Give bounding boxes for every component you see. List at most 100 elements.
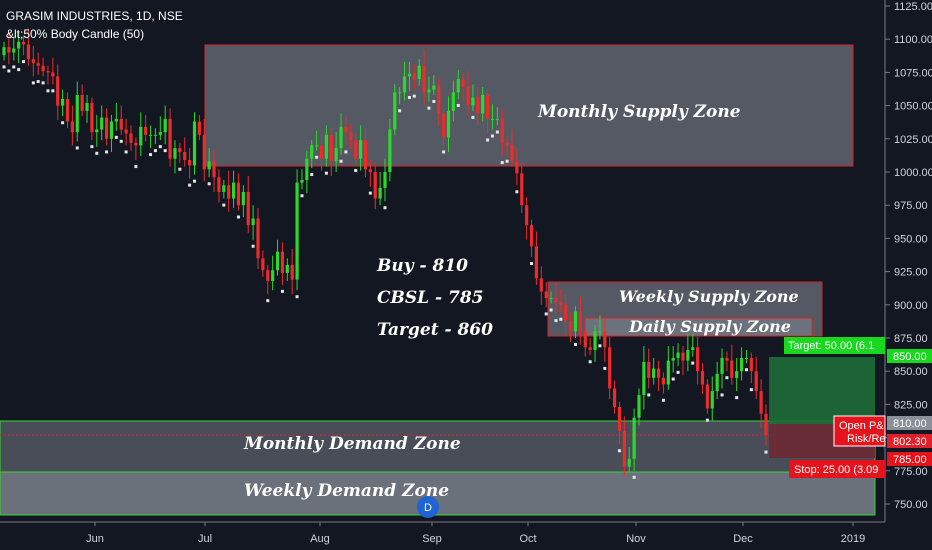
candle-down — [266, 270, 270, 281]
candle-up — [295, 182, 299, 280]
time-tick-label: Jun — [86, 533, 104, 545]
weekly-supply-zone[interactable] — [547, 281, 823, 337]
candle-up — [417, 65, 421, 80]
indicator-legend[interactable]: &lt;50% Body Candle (50) — [6, 27, 144, 41]
event-marker-circle — [417, 496, 439, 518]
time-tick-label: Jul — [198, 533, 212, 545]
candle-up — [402, 76, 407, 93]
body-candle-marker — [705, 418, 709, 422]
candle-up — [231, 182, 236, 199]
candle-up — [275, 251, 280, 271]
body-candle-marker — [105, 150, 109, 154]
candle-down — [559, 302, 563, 305]
candle-up — [573, 311, 578, 332]
price-tick-label: 900.00 — [894, 300, 928, 312]
candle-up — [285, 264, 289, 273]
price-tick-label: 1050.00 — [894, 101, 932, 113]
current-price-tag: 802.30 — [887, 434, 932, 448]
candle-down — [681, 352, 685, 361]
candle-down — [515, 161, 519, 174]
candle-up — [251, 218, 255, 226]
candle-up — [671, 357, 675, 361]
candle-down — [344, 126, 348, 133]
stop-price-tag: 785.00 — [887, 452, 932, 466]
candle-down — [759, 391, 763, 414]
candle-up — [85, 102, 89, 111]
body-candle-marker — [188, 183, 192, 187]
current-price-label: 802.30 — [893, 436, 927, 448]
body-candle-marker — [661, 398, 665, 402]
body-candle-marker — [22, 60, 26, 64]
candle-up — [114, 118, 118, 122]
body-candle-marker — [149, 153, 153, 157]
candle-down — [661, 377, 666, 385]
candle-down — [21, 41, 26, 45]
candle-up — [61, 98, 65, 106]
candle-up — [75, 94, 79, 133]
candle-down — [168, 118, 172, 159]
candle-down — [183, 152, 187, 161]
body-candle-marker — [515, 190, 519, 194]
candle-down — [354, 140, 358, 159]
candle-down — [588, 347, 592, 350]
body-candle-marker — [280, 289, 284, 293]
candle-up — [739, 357, 744, 372]
target-price-tag: 850.00 — [887, 349, 932, 363]
candle-down — [261, 258, 265, 271]
body-candle-marker — [598, 344, 602, 348]
candle-up — [495, 118, 499, 120]
candle-up — [407, 73, 412, 77]
candle-down — [349, 132, 353, 141]
time-tick-label: Oct — [519, 533, 536, 545]
candle-down — [583, 331, 587, 348]
candle-down — [188, 160, 192, 166]
candle-down — [422, 65, 426, 93]
candle-down — [510, 145, 514, 162]
candle-up — [383, 172, 387, 188]
candle-up — [388, 129, 392, 172]
body-candle-marker — [163, 149, 167, 153]
candle-down — [319, 145, 324, 159]
price-tick-label: 1000.00 — [894, 167, 932, 179]
candle-up — [398, 92, 402, 94]
monthly-demand-zone[interactable] — [0, 420, 876, 473]
monthly-supply-zone[interactable] — [204, 44, 854, 167]
candle-down — [144, 126, 148, 135]
stop-price-label: 785.00 — [893, 454, 927, 466]
dividend-event-marker[interactable]: D — [417, 496, 439, 518]
candle-down — [730, 360, 734, 378]
candle-up — [207, 161, 211, 170]
candle-up — [427, 89, 431, 93]
candle-down — [612, 388, 617, 408]
time-axis[interactable]: Jun Jul Aug Sep Oct Nov Dec 2019 — [86, 522, 865, 545]
body-candle-marker — [427, 106, 431, 110]
price-tick-label: 850.00 — [894, 366, 928, 378]
price-tick-label: 775.00 — [894, 466, 928, 478]
candle-down — [437, 85, 441, 114]
body-candle-marker — [432, 99, 436, 103]
candle-down — [412, 73, 416, 80]
candle-down — [70, 121, 74, 133]
price-tick-label: 950.00 — [894, 233, 928, 245]
open-pl-tag[interactable]: Open P& Risk/Re — [833, 415, 886, 447]
candle-up — [324, 134, 328, 159]
candle-down — [569, 320, 573, 332]
candle-up — [490, 118, 495, 120]
candle-down — [7, 47, 11, 53]
candle-down — [31, 59, 35, 64]
body-candle-marker — [95, 151, 99, 155]
body-candle-marker — [41, 81, 45, 85]
body-candle-marker — [251, 244, 255, 248]
candle-up — [593, 331, 597, 350]
candle-up — [549, 298, 553, 300]
candle-down — [256, 218, 260, 259]
candle-down — [485, 94, 490, 119]
candle-up — [153, 134, 158, 136]
candle-up — [378, 187, 382, 199]
time-tick-label: 2019 — [841, 533, 865, 545]
candle-down — [280, 251, 285, 273]
candle-down — [476, 97, 480, 114]
target-tag[interactable]: Target: 50.00 (6.1 — [784, 337, 885, 354]
stop-tag[interactable]: Stop: 25.00 (3.09 — [789, 460, 885, 478]
